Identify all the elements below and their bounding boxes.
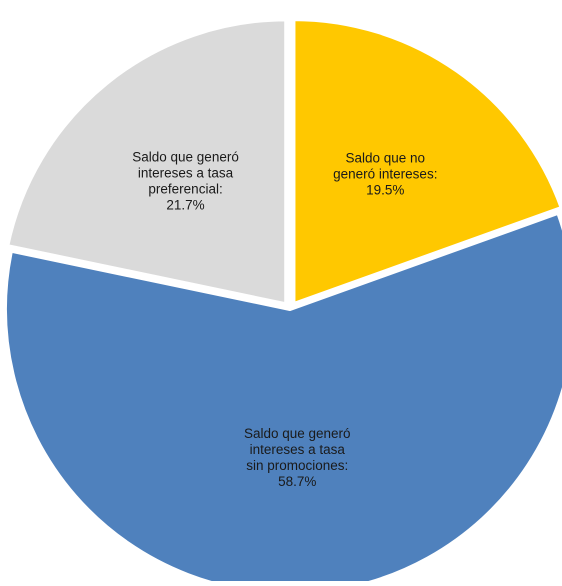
pie-slice-label-line: generó intereses:	[333, 167, 437, 182]
pie-labels: Saldo que no generó intereses: 19.5%Saldo …	[132, 149, 437, 488]
pie-slice-label-line: intereses a tasa	[250, 442, 346, 457]
pie-slice-label-2: Saldo que generó intereses a tasa sin prom…	[244, 426, 351, 489]
pie-slice-2	[3, 210, 562, 586]
pie-slice-label-line: 21.7%	[166, 197, 204, 212]
pie-slice-label-line: sin promociones:	[246, 458, 348, 473]
pie-slice-3	[5, 17, 289, 307]
pie-slice-label-line: Saldo que generó	[244, 426, 351, 441]
pie-slice-label-3: Saldo que generó intereses a tasa preferen…	[132, 149, 239, 212]
pie-slice-label-line: 19.5%	[366, 183, 404, 198]
pie-slice-label-line: intereses a tasa	[138, 165, 234, 180]
pie-slices	[3, 17, 562, 586]
pie-slice-label-line: 58.7%	[278, 474, 316, 489]
pie-slice-1	[291, 17, 562, 307]
pie-slice-label-line: preferencial:	[148, 181, 222, 196]
pie-slice-label-line: Saldo que no	[346, 151, 426, 166]
pie-slice-label-1: Saldo que no generó intereses: 19.5%	[333, 151, 437, 198]
pie-slice-label-line: Saldo que generó	[132, 149, 239, 164]
